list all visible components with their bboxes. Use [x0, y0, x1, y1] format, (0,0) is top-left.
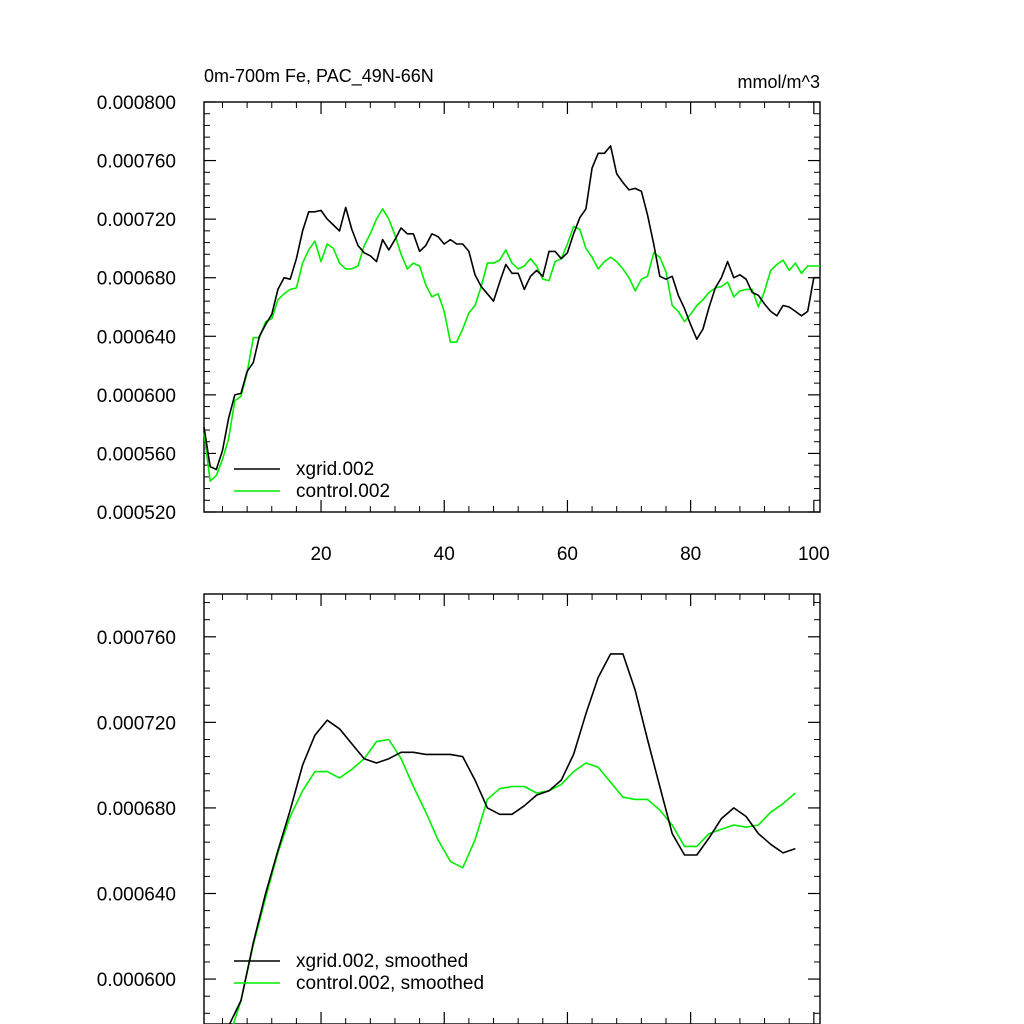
- bottom-panel-series: [228, 653, 796, 1024]
- x-tick-label: 80: [680, 544, 701, 565]
- y-tick-label: 0.000800: [97, 93, 176, 114]
- x-tick-label: 40: [434, 544, 455, 565]
- y-tick-label: 0.000680: [97, 269, 176, 290]
- series-line-black: [228, 653, 796, 1024]
- legend-label: xgrid.002: [296, 459, 374, 480]
- top-panel-ticks: 20 40 60 80 100 0.000520 0.000560 0.000600 0.000…: [97, 93, 830, 565]
- top-panel-title: 0m-700m Fe, PAC_49N-66N: [204, 66, 434, 87]
- y-tick-label: 0.000640: [97, 327, 176, 348]
- top-panel: 0m-700m Fe, PAC_49N-66N mmol/m^3 20 40 60 8…: [97, 66, 830, 565]
- series-line-black: [203, 145, 820, 471]
- series-line-green: [232, 738, 796, 1024]
- y-tick-label: 0.000560: [97, 444, 176, 465]
- x-tick-label: 60: [557, 544, 578, 565]
- bottom-panel: 0.000600 0.000640 0.000680 0.000720 0.000760…: [97, 593, 821, 1024]
- y-tick-label: 0.000760: [97, 152, 176, 173]
- legend-label: xgrid.002, smoothed: [296, 951, 468, 972]
- y-tick-label: 0.000600: [97, 386, 176, 407]
- y-tick-label: 0.000720: [97, 210, 176, 231]
- legend-label: control.002: [296, 481, 390, 502]
- y-tick-label: 0.000680: [97, 799, 176, 820]
- bottom-panel-frame: [203, 593, 821, 1024]
- y-tick-label: 0.000520: [97, 503, 176, 524]
- top-panel-series: [203, 145, 820, 483]
- y-tick-label: 0.000640: [97, 885, 176, 906]
- x-tick-label: 20: [310, 544, 331, 565]
- y-tick-label: 0.000720: [97, 713, 176, 734]
- top-panel-units: mmol/m^3: [738, 72, 820, 92]
- legend-label: control.002, smoothed: [296, 973, 484, 994]
- x-tick-label: 100: [798, 544, 830, 565]
- y-tick-label: 0.000600: [97, 970, 176, 991]
- y-tick-label: 0.000760: [97, 628, 176, 649]
- bottom-panel-ticks: 0.000600 0.000640 0.000680 0.000720 0.000760: [97, 594, 820, 1024]
- series-line-green: [203, 208, 820, 483]
- top-panel-frame: [203, 101, 821, 513]
